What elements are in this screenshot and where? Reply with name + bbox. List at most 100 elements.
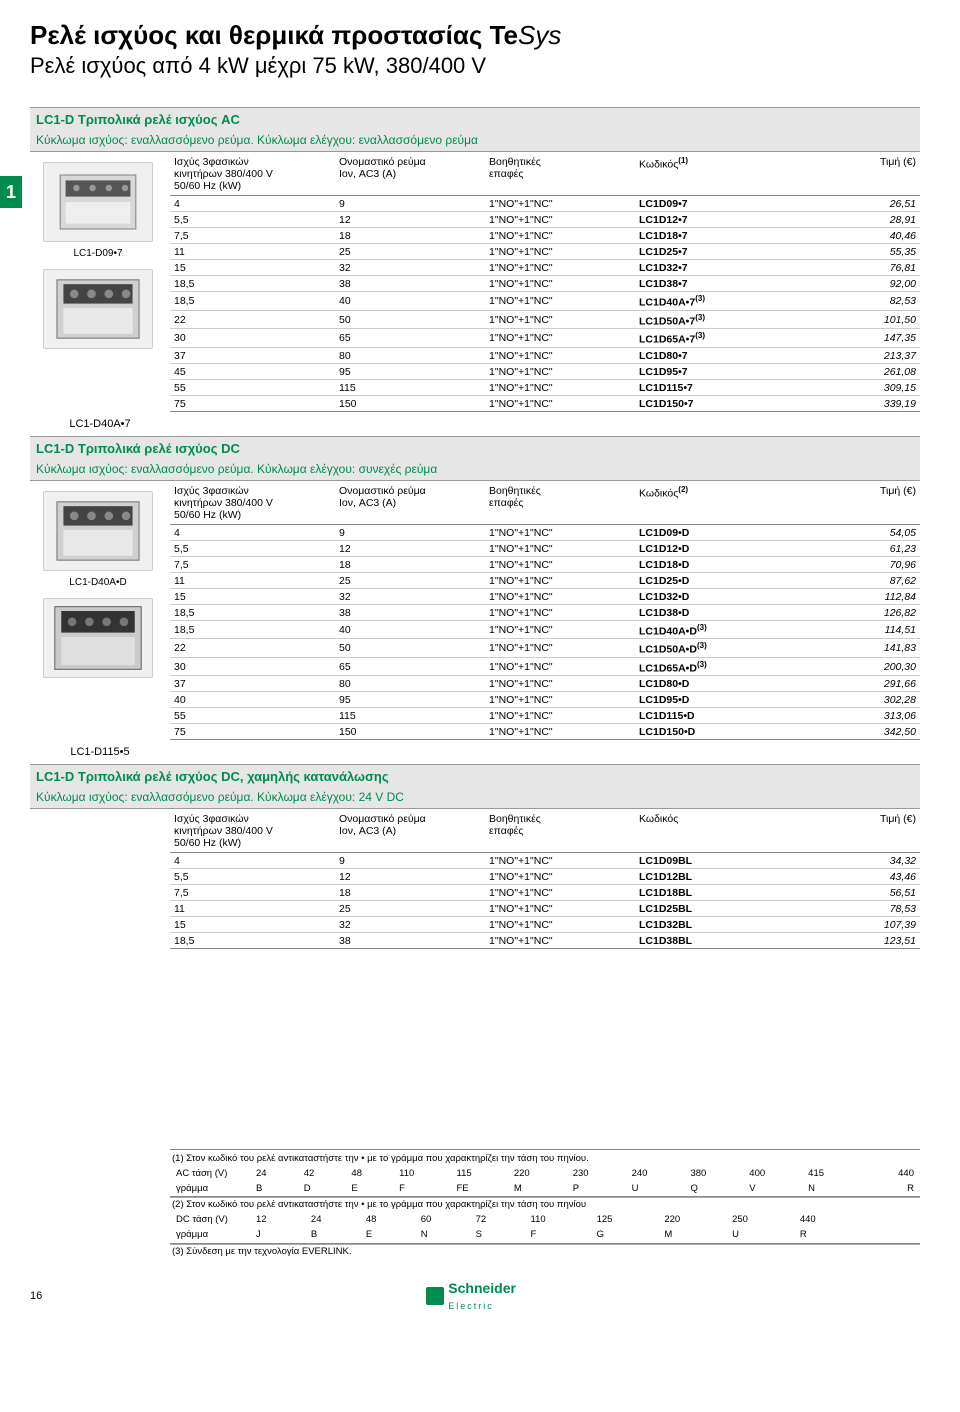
cell-kw: 30	[170, 329, 335, 348]
cell-price: 34,32	[815, 853, 920, 869]
cell-code: LC1D50A•D(3)	[635, 639, 815, 658]
table-row: 30651"NO"+1"NC"LC1D65A•D(3)200,30	[170, 657, 920, 676]
cell-contacts: 1"NO"+1"NC"	[485, 524, 635, 540]
cell-kw: 37	[170, 676, 335, 692]
cell-contacts: 1"NO"+1"NC"	[485, 869, 635, 885]
footnote-row: AC τάση (V)24424811011522023024038040041…	[170, 1167, 920, 1182]
cell-amps: 32	[335, 588, 485, 604]
table-row: 18,5401"NO"+1"NC"LC1D40A•D(3)114,51	[170, 620, 920, 639]
cell-code: LC1D150•D	[635, 724, 815, 740]
cell-code: LC1D32•D	[635, 588, 815, 604]
cell-contacts: 1"NO"+1"NC"	[485, 556, 635, 572]
footnote-row: γράμμαBDEFFEMPUQVNR	[170, 1182, 920, 1197]
cell-amps: 9	[335, 853, 485, 869]
cell-contacts: 1"NO"+1"NC"	[485, 917, 635, 933]
col-power: Ισχύς 3φασικώνκινητήρων 380/400 V50/60 H…	[170, 481, 335, 525]
table-row: 491"NO"+1"NC"LC1D09•726,51	[170, 196, 920, 212]
section1-table: Ισχύς 3φασικώνκινητήρων 380/400 V50/60 H…	[170, 152, 920, 412]
cell-code: LC1D09•D	[635, 524, 815, 540]
schneider-logo: SchneiderElectric	[426, 1280, 516, 1312]
cell-price: 87,62	[815, 572, 920, 588]
cell-amps: 18	[335, 885, 485, 901]
cell-kw: 15	[170, 588, 335, 604]
cell-price: 26,51	[815, 196, 920, 212]
cell-price: 302,28	[815, 692, 920, 708]
cell-code: LC1D38BL	[635, 933, 815, 949]
cell-price: 112,84	[815, 588, 920, 604]
cell-code: LC1D25•D	[635, 572, 815, 588]
cell-code: LC1D40A•7(3)	[635, 292, 815, 311]
cell-code: LC1D09•7	[635, 196, 815, 212]
table-row: 491"NO"+1"NC"LC1D09•D54,05	[170, 524, 920, 540]
table-row: 22501"NO"+1"NC"LC1D50A•7(3)101,50	[170, 310, 920, 329]
cell-kw: 22	[170, 310, 335, 329]
cell-price: 40,46	[815, 228, 920, 244]
cell-price: 28,91	[815, 212, 920, 228]
product-image	[43, 162, 153, 242]
cell-code: LC1D12•7	[635, 212, 815, 228]
cell-amps: 40	[335, 292, 485, 311]
cell-kw: 4	[170, 196, 335, 212]
cell-price: 56,51	[815, 885, 920, 901]
cell-contacts: 1"NO"+1"NC"	[485, 310, 635, 329]
cell-kw: 18,5	[170, 933, 335, 949]
product-caption: LC1-D115•5	[30, 746, 170, 758]
col-code: Κωδικός(1)	[635, 152, 815, 196]
col-power: Ισχύς 3φασικώνκινητήρων 380/400 V50/60 H…	[170, 809, 335, 853]
table-row: 18,5401"NO"+1"NC"LC1D40A•7(3)82,53	[170, 292, 920, 311]
table-row: 11251"NO"+1"NC"LC1D25•D87,62	[170, 572, 920, 588]
cell-kw: 18,5	[170, 276, 335, 292]
cell-kw: 11	[170, 244, 335, 260]
cell-kw: 7,5	[170, 556, 335, 572]
cell-code: LC1D18BL	[635, 885, 815, 901]
cell-contacts: 1"NO"+1"NC"	[485, 933, 635, 949]
table-row: 18,5381"NO"+1"NC"LC1D38•D126,82	[170, 604, 920, 620]
table-row: 491"NO"+1"NC"LC1D09BL34,32	[170, 853, 920, 869]
col-current: Ονομαστικό ρεύμαΙον, AC3 (A)	[335, 152, 485, 196]
cell-code: LC1D40A•D(3)	[635, 620, 815, 639]
table-row: 11251"NO"+1"NC"LC1D25•755,35	[170, 244, 920, 260]
table-row: 30651"NO"+1"NC"LC1D65A•7(3)147,35	[170, 329, 920, 348]
table-row: 15321"NO"+1"NC"LC1D32•776,81	[170, 260, 920, 276]
table-row: 40951"NO"+1"NC"LC1D95•D302,28	[170, 692, 920, 708]
cell-price: 55,35	[815, 244, 920, 260]
cell-contacts: 1"NO"+1"NC"	[485, 347, 635, 363]
product-caption: LC1-D09•7	[30, 248, 166, 259]
cell-kw: 7,5	[170, 885, 335, 901]
cell-kw: 18,5	[170, 620, 335, 639]
cell-price: 339,19	[815, 395, 920, 411]
col-contacts: Βοηθητικέςεπαφές	[485, 152, 635, 196]
cell-kw: 40	[170, 692, 335, 708]
product-caption: LC1-D40A•D	[30, 577, 166, 588]
ac-voltage-table: AC τάση (V)24424811011522023024038040041…	[170, 1167, 920, 1198]
cell-amps: 115	[335, 379, 485, 395]
cell-contacts: 1"NO"+1"NC"	[485, 604, 635, 620]
cell-contacts: 1"NO"+1"NC"	[485, 572, 635, 588]
cell-kw: 37	[170, 347, 335, 363]
cell-kw: 45	[170, 363, 335, 379]
page-subtitle: Ρελέ ισχύος από 4 kW μέχρι 75 kW, 380/40…	[30, 53, 920, 79]
cell-price: 114,51	[815, 620, 920, 639]
cell-contacts: 1"NO"+1"NC"	[485, 885, 635, 901]
cell-kw: 55	[170, 379, 335, 395]
chapter-tab: 1	[0, 176, 22, 208]
table-row: 7,5181"NO"+1"NC"LC1D18•740,46	[170, 228, 920, 244]
cell-code: LC1D32BL	[635, 917, 815, 933]
cell-price: 123,51	[815, 933, 920, 949]
cell-code: LC1D95•7	[635, 363, 815, 379]
table-row: 5,5121"NO"+1"NC"LC1D12BL43,46	[170, 869, 920, 885]
cell-amps: 32	[335, 917, 485, 933]
cell-code: LC1D32•7	[635, 260, 815, 276]
product-image	[43, 598, 153, 678]
cell-price: 309,15	[815, 379, 920, 395]
cell-amps: 18	[335, 556, 485, 572]
cell-contacts: 1"NO"+1"NC"	[485, 260, 635, 276]
cell-amps: 25	[335, 901, 485, 917]
cell-kw: 75	[170, 724, 335, 740]
cell-price: 107,39	[815, 917, 920, 933]
cell-price: 43,46	[815, 869, 920, 885]
table-row: 751501"NO"+1"NC"LC1D150•D342,50	[170, 724, 920, 740]
section3-header: LC1-D Τριπολικά ρελέ ισχύος DC, χαμηλής …	[30, 764, 920, 788]
col-contacts: Βοηθητικέςεπαφές	[485, 481, 635, 525]
cell-kw: 22	[170, 639, 335, 658]
